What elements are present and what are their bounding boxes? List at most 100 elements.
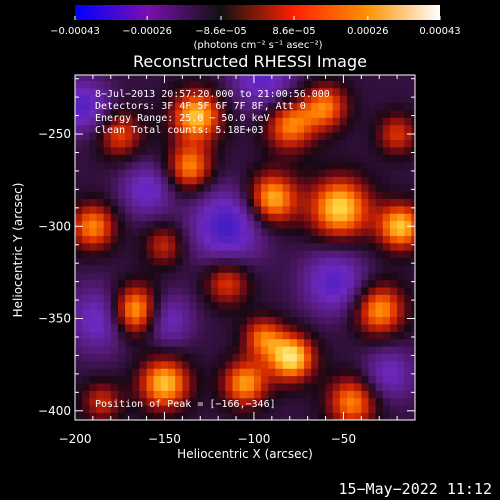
heatmap-cell (182, 309, 190, 318)
heatmap-cell (368, 102, 377, 111)
heatmap-cell (182, 124, 190, 133)
colorbar-tick-label: 8.6e−05 (272, 26, 315, 37)
heatmap-cell (196, 228, 205, 236)
heatmap-cell (82, 346, 90, 354)
heatmap-cell (139, 324, 147, 332)
heatmap-cell (282, 331, 291, 340)
heatmap-cell (375, 110, 384, 118)
heatmap-cell (146, 309, 155, 318)
heatmap-cell (89, 95, 97, 104)
heatmap-cell (296, 146, 305, 155)
heatmap-cell (404, 198, 412, 207)
heatmap-cell (268, 139, 276, 148)
heatmap-cell (411, 161, 415, 170)
heatmap-cell (304, 368, 312, 377)
heatmap-cell (361, 169, 369, 177)
heatmap-cell (175, 383, 183, 391)
heatmap-cell (139, 279, 147, 288)
heatmap-cell (397, 412, 405, 420)
heatmap-cell (75, 80, 83, 89)
heatmap-cell (110, 287, 119, 295)
heatmap-cell (196, 294, 205, 303)
heatmap-cell (253, 412, 262, 420)
heatmap-cell (139, 250, 147, 259)
heatmap-cell (239, 250, 248, 259)
heatmap-cell (404, 287, 412, 295)
heatmap-cell (160, 294, 169, 303)
heatmap-cell (232, 183, 241, 192)
heatmap-cell (253, 205, 262, 214)
heatmap-cell (189, 154, 198, 163)
heatmap-cell (218, 272, 226, 281)
heatmap-cell (103, 331, 112, 340)
heatmap-cell (211, 324, 219, 332)
heatmap-cell (332, 360, 341, 369)
heatmap-cell (253, 132, 262, 140)
heatmap-cell (268, 383, 276, 391)
heatmap-cell (347, 338, 355, 347)
heatmap-cell (96, 331, 105, 340)
heatmap-cell (239, 154, 248, 163)
heatmap-cell (182, 250, 190, 259)
heatmap-cell (397, 95, 405, 104)
heatmap-cell (289, 220, 298, 229)
heatmap-cell (325, 176, 334, 185)
heatmap-cell (411, 183, 415, 192)
heatmap-cell (196, 265, 205, 273)
heatmap-cell (117, 191, 126, 200)
heatmap-cell (275, 257, 283, 266)
heatmap-cell (117, 102, 126, 111)
heatmap-cell (239, 87, 248, 96)
heatmap-cell (296, 139, 305, 148)
heatmap-cell (232, 102, 241, 111)
heatmap-cell (211, 265, 219, 273)
heatmap-cell (89, 110, 97, 118)
heatmap-cell (225, 265, 233, 273)
heatmap-cell (225, 287, 233, 295)
heatmap-cell (289, 87, 298, 96)
heatmap-cell (117, 117, 126, 126)
heatmap-cell (268, 102, 276, 111)
heatmap-cell (211, 360, 219, 369)
heatmap-cell (96, 183, 105, 192)
heatmap-cell (289, 154, 298, 163)
heatmap-cell (332, 75, 341, 81)
heatmap-cell (261, 316, 269, 325)
heatmap-cell (82, 279, 90, 288)
heatmap-cell (339, 205, 348, 214)
heatmap-cell (203, 324, 212, 332)
heatmap-cell (296, 198, 305, 207)
heatmap-cell (117, 301, 126, 310)
heatmap-cell (153, 102, 162, 111)
heatmap-cell (211, 95, 219, 104)
heatmap-cell (282, 235, 291, 244)
heatmap-cell (175, 80, 183, 89)
heatmap-cell (296, 301, 305, 310)
heatmap-cell (175, 228, 183, 236)
heatmap-cell (411, 220, 415, 229)
heatmap-cell (361, 265, 369, 273)
heatmap-cell (289, 183, 298, 192)
heatmap-cell (339, 272, 348, 281)
heatmap-cell (325, 183, 334, 192)
heatmap-cell (275, 110, 283, 118)
heatmap-cell (125, 80, 133, 89)
heatmap-cell (347, 353, 355, 362)
heatmap-cell (375, 360, 384, 369)
heatmap-cell (218, 80, 226, 89)
heatmap-cell (218, 235, 226, 244)
heatmap-cell (368, 250, 377, 259)
heatmap-cell (389, 397, 398, 406)
heatmap-cell (339, 117, 348, 126)
heatmap-cell (389, 169, 398, 177)
heatmap-cell (146, 375, 155, 384)
heatmap-cell (253, 146, 262, 155)
heatmap-cell (389, 375, 398, 384)
heatmap-cell (146, 80, 155, 89)
heatmap-cell (332, 397, 341, 406)
heatmap-cell (132, 87, 140, 96)
heatmap-cell (246, 301, 255, 310)
heatmap-cell (261, 242, 269, 251)
heatmap-cell (332, 309, 341, 318)
heatmap-cell (261, 405, 269, 414)
